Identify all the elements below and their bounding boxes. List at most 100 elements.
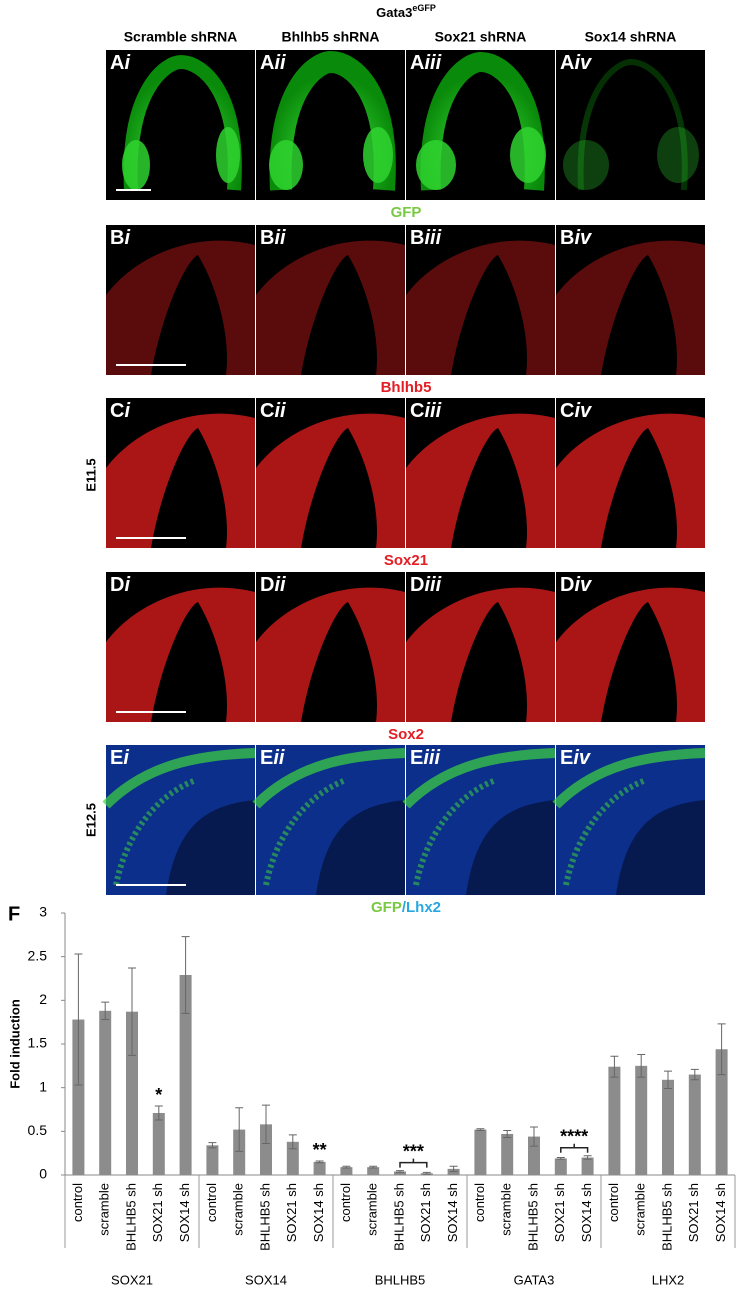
panel-letter: D [110,574,124,596]
bar [72,1019,85,1175]
panel-label: Biii [410,227,442,249]
figure-title: Gata3eGFP [376,3,436,20]
micrograph [106,50,255,200]
y-tick-label: 0.5 [28,1122,48,1138]
stain-part: / [402,899,407,916]
bar [554,1158,567,1175]
stain-part: Bhlhb5 [381,379,432,396]
panel-letter: D [560,574,574,596]
bar [715,1049,728,1175]
panel-label: Ei [110,747,129,769]
panel-numeral: iii [423,747,440,769]
panel-label: Eiv [560,747,592,769]
stain-label: Sox2 [388,726,424,743]
panel-letter: B [560,227,574,249]
micrograph [256,572,405,722]
panel-label: Di [110,574,130,596]
lumen [151,602,227,722]
panel-label: F [8,903,20,925]
bar [474,1129,487,1175]
y-tick-label: 2 [39,991,47,1007]
significance-marker: **** [560,1127,588,1147]
panel-letter: E [410,747,423,769]
age-label: E12.5 [83,803,98,837]
micrograph [406,572,555,722]
micrograph [406,225,555,375]
gfp-streak [102,748,256,809]
micrograph [106,572,255,722]
x-tick-label: SOX21 sh [150,1183,165,1242]
bar [367,1167,380,1175]
x-tick-label: control [338,1183,353,1222]
error-bar [583,1155,592,1160]
gfp-streak [552,748,706,809]
panel-numeral: ii [274,227,286,249]
bar [179,975,192,1175]
y-tick-label: 1.5 [28,1035,48,1051]
x-tick-label: scramble [365,1183,380,1236]
panel-numeral: iv [573,747,592,769]
y-axis-label: Fold induction [7,999,22,1089]
error-bar [181,936,190,1014]
error-bar [664,1070,672,1090]
error-bar [235,1107,244,1152]
stain-part: GFP [371,899,402,916]
gfp-blob [657,127,699,183]
panel-label: Diii [410,574,442,596]
lumen [451,428,527,548]
panel-label: Bii [260,227,286,249]
panel-numeral: ii [274,52,286,74]
panel-letter: C [410,400,424,422]
y-tick-label: 0 [39,1166,47,1182]
group-label: SOX14 [245,1272,287,1287]
error-bar [262,1104,270,1145]
x-tick-label: SOX14 sh [579,1183,594,1242]
lumen [301,255,377,375]
x-tick-label: scramble [231,1183,246,1236]
x-tick-label: SOX21 sh [418,1183,433,1242]
gfp-blob [510,127,546,183]
panel-letter: C [560,400,574,422]
micrograph [256,398,405,548]
column-header: Sox14 shRNA [585,29,677,45]
error-bar [396,1170,404,1173]
stain-part: Sox21 [384,552,428,569]
panel-numeral: iv [574,52,593,74]
significance-marker: * [155,1085,162,1105]
micrograph [406,50,555,200]
group-label: GATA3 [514,1272,555,1287]
panel-label: Aiii [410,52,442,74]
error-bar [717,1023,726,1076]
x-tick-label: BHLHB5 sh [257,1183,272,1251]
panel-label: Eii [260,747,285,769]
error-bar [369,1165,378,1169]
lumen [616,800,705,895]
lumen [601,602,677,722]
gfp-streak [413,777,498,886]
y-tick-label: 1 [39,1078,47,1094]
bar [662,1079,674,1175]
y-tick-label: 2.5 [28,947,48,963]
x-tick-label: scramble [633,1183,648,1236]
gfp-arch [420,51,545,191]
age-label: E11.5 [83,458,98,491]
stain-part: Lhx2 [406,899,441,916]
x-tick-label: SOX14 sh [445,1183,460,1242]
error-bar [74,953,83,1086]
panel-letter: B [110,227,124,249]
panel-label: Div [560,574,593,596]
micrograph [402,745,556,895]
bar [581,1157,594,1175]
micrograph [252,745,406,895]
bar [501,1133,514,1175]
error-bar [288,1134,297,1150]
bar [99,1010,112,1175]
panel-label: Cii [260,400,286,422]
error-bar [556,1157,565,1160]
gfp-blob [216,127,240,183]
panel-letter: A [260,52,274,74]
panel-label: Eiii [410,747,440,769]
panel-label: Dii [260,574,286,596]
lumen [166,800,255,895]
error-bar [128,967,136,1056]
